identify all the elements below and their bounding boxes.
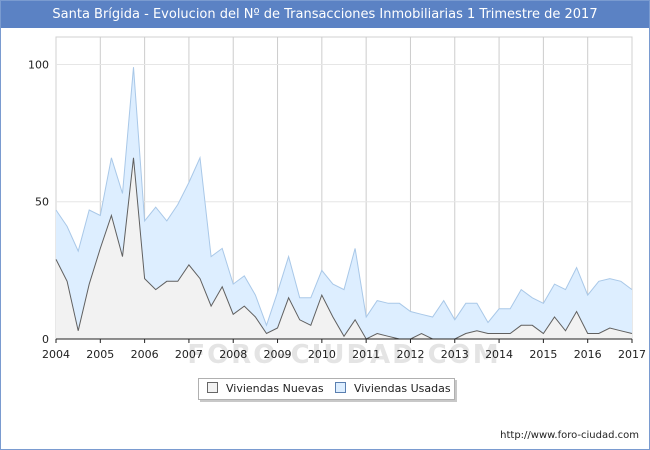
x-tick-label-2017: 2017 <box>618 348 646 361</box>
x-tick-label-2009: 2009 <box>264 348 292 361</box>
x-tick-label-2010: 2010 <box>308 348 336 361</box>
legend-swatch-usadas <box>335 382 346 393</box>
line-nuevas <box>55 157 633 340</box>
chart-title: Santa Brígida - Evolucion del Nº de Tran… <box>52 7 598 22</box>
legend-item-nuevas: Viviendas Nuevas <box>207 382 324 395</box>
x-tick-label-2008: 2008 <box>219 348 247 361</box>
watermark: FORO-CIUDAD.COM <box>187 340 500 370</box>
x-tick-label-2004: 2004 <box>42 348 70 361</box>
chart-svg: FORO-CIUDAD.COM 2004 2005 2006 2007 2008 2009… <box>28 36 646 370</box>
x-tick-label-2014: 2014 <box>485 348 513 361</box>
x-tick-label-2006: 2006 <box>131 348 159 361</box>
x-tick-label-2012: 2012 <box>396 348 424 361</box>
line-usadas <box>55 67 633 327</box>
y-axis-ticks: 0 50 100 <box>28 58 49 346</box>
x-tick-label-2007: 2007 <box>175 348 203 361</box>
y-tick-label-0: 0 <box>42 333 49 346</box>
x-tick-label-2015: 2015 <box>529 348 557 361</box>
x-tick-label-2013: 2013 <box>441 348 469 361</box>
area-nuevas <box>56 157 632 339</box>
x-tick-label-2016: 2016 <box>574 348 602 361</box>
y-tick-label-50: 50 <box>35 196 49 209</box>
legend-swatch-nuevas <box>207 382 218 393</box>
legend-label-nuevas: Viviendas Nuevas <box>226 382 324 395</box>
x-axis-ticks: 2004 2005 2006 2007 2008 2009 2010 2011 2012 2013… <box>42 339 646 361</box>
area-usadas <box>56 67 632 339</box>
legend-item-usadas: Viviendas Usadas <box>335 382 451 395</box>
source-url: http://www.foro-ciudad.com <box>500 430 639 441</box>
x-tick-label-2011: 2011 <box>352 348 380 361</box>
y-tick-label-100: 100 <box>28 58 49 71</box>
horizontal-grid <box>56 63 632 203</box>
x-tick-label-2005: 2005 <box>86 348 114 361</box>
series-areas <box>55 67 633 340</box>
legend-label-usadas: Viviendas Usadas <box>354 382 451 395</box>
title-bar: Santa Brígida - Evolucion del Nº de Tran… <box>1 1 649 28</box>
legend: Viviendas Nuevas Viviendas Usadas <box>198 378 455 400</box>
